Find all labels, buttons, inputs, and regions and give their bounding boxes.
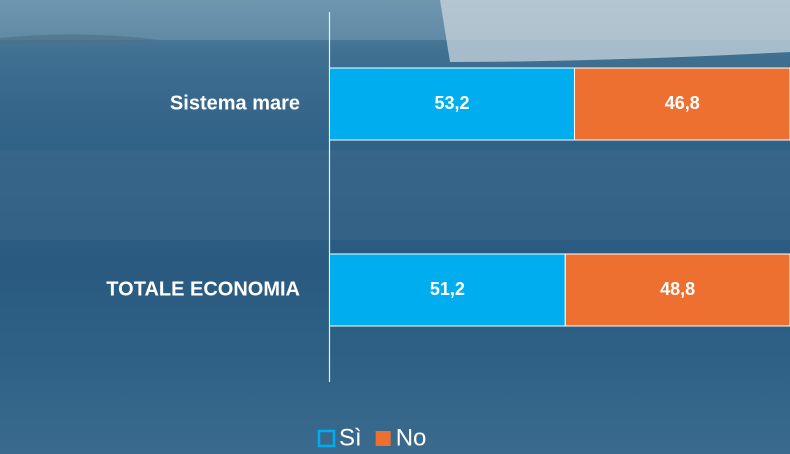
value-label: 46,8 (665, 93, 700, 113)
legend-label: Sì (339, 424, 362, 451)
value-label: 48,8 (660, 279, 695, 299)
bar-segment (564, 253, 790, 327)
legend-label: No (396, 424, 427, 451)
category-label: Sistema mare (170, 92, 300, 114)
bar-segment (573, 67, 790, 141)
bar-segment (329, 253, 566, 327)
legend-swatch (375, 431, 391, 446)
wave-band (0, 150, 790, 240)
legend-swatch (317, 429, 336, 448)
category-label: TOTALE ECONOMIA (106, 278, 300, 300)
bar-segment (329, 67, 575, 141)
coast (0, 34, 160, 44)
boat (440, 0, 790, 62)
value-label: 51,2 (430, 279, 465, 299)
value-label: 53,2 (434, 93, 469, 113)
